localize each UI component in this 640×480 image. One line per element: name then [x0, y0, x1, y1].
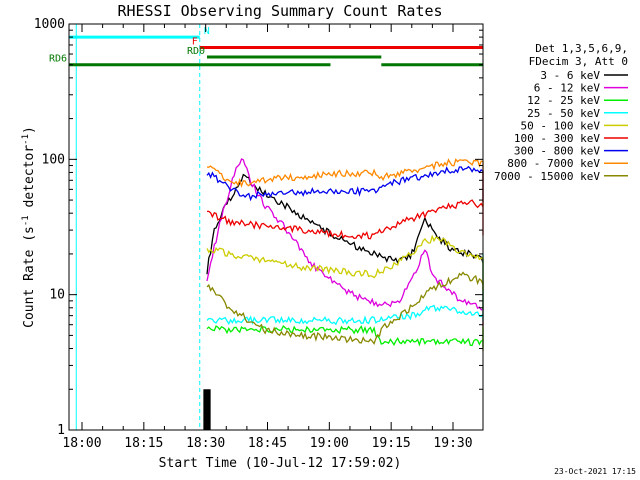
legend-entry-label-8: 7000 - 15000 keV — [494, 170, 600, 183]
series-line-5 — [207, 170, 484, 240]
legend-entry-label-4: 50 - 100 keV — [521, 119, 601, 132]
legend-header-0: Det 1,3,5,6,9, — [535, 42, 628, 55]
y-tick-label-0: 1 — [57, 423, 65, 438]
legend-entry-label-0: 3 - 6 keV — [540, 69, 600, 82]
y-tick-label-1: 10 — [49, 288, 65, 303]
series-line-8 — [206, 271, 484, 352]
flag-label-1: F — [192, 37, 198, 48]
x-tick-label-0: 18:00 — [62, 436, 101, 451]
legend-entry-label-5: 100 - 300 keV — [514, 132, 600, 145]
flag-label-3: RD6 — [49, 54, 67, 65]
x-tick-label-6: 19:30 — [433, 436, 472, 451]
chart-title: RHESSI Observing Summary Count Rates — [117, 2, 442, 20]
x-tick-label-3: 18:45 — [248, 436, 287, 451]
x-tick-label-2: 18:30 — [186, 436, 225, 451]
x-tick-label-1: 18:15 — [124, 436, 163, 451]
legend: Det 1,3,5,6,9,FDecim 3, Att 03 - 6 keV6 … — [494, 42, 628, 183]
legend-entry-label-1: 6 - 12 keV — [534, 82, 601, 95]
y-tick-label-3: 1000 — [34, 17, 65, 32]
flag-label-0: N — [204, 26, 210, 37]
date-stamp: 23-Oct-2021 17:15 — [554, 467, 636, 476]
legend-entry-label-7: 800 - 7000 keV — [507, 157, 600, 170]
legend-header-1: FDecim 3, Att 0 — [529, 55, 628, 68]
legend-entry-label-3: 25 - 50 keV — [527, 107, 600, 120]
series-line-7 — [206, 158, 484, 206]
axes-frame — [68, 23, 484, 431]
legend-entry-label-6: 300 - 800 keV — [514, 145, 600, 158]
y-axis-label: Count Rate (s-1 detector-1) — [21, 126, 37, 328]
x-tick-label-5: 19:15 — [372, 436, 411, 451]
legend-entry-label-2: 12 - 25 keV — [527, 94, 600, 107]
attenuator-bar — [203, 389, 211, 430]
flag-label-2: RD0 — [187, 46, 205, 57]
x-axis-label: Start Time (10-Jul-12 17:59:02) — [159, 456, 402, 471]
x-tick-label-4: 19:00 — [310, 436, 349, 451]
y-tick-label-2: 100 — [42, 152, 65, 167]
